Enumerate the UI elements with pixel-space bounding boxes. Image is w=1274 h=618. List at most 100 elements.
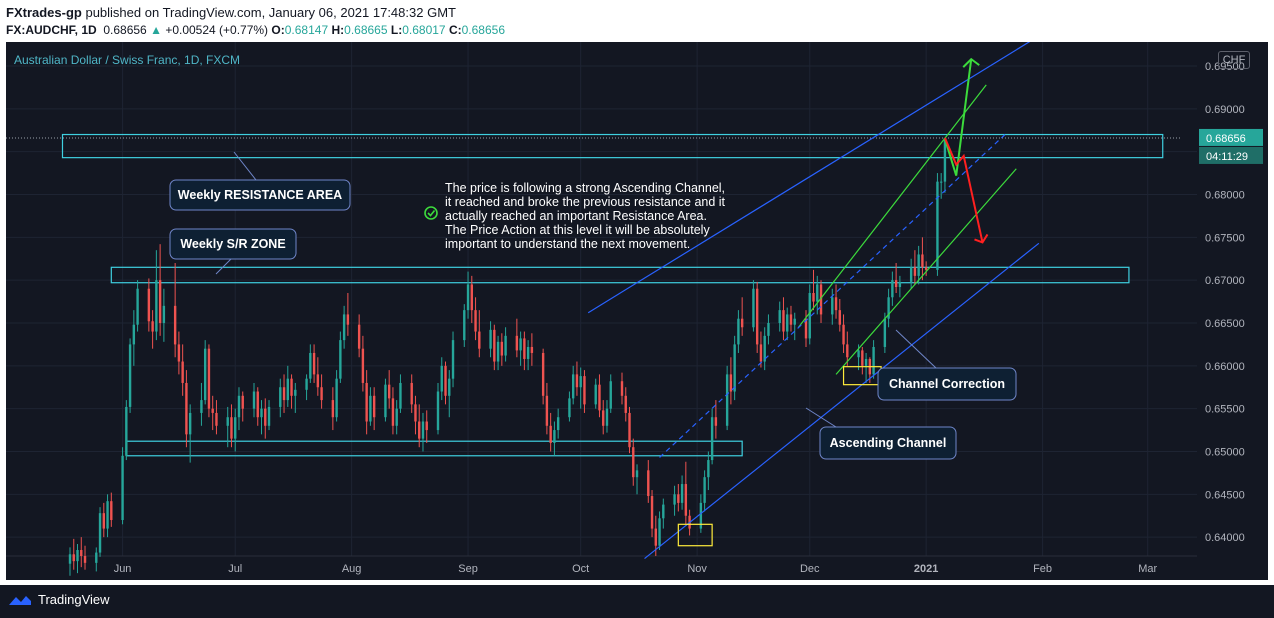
- open-value: 0.68147: [284, 23, 329, 37]
- candle-body: [237, 395, 241, 418]
- candle-body: [680, 484, 684, 503]
- candle-body: [575, 374, 579, 388]
- candle-body: [602, 410, 605, 426]
- check-circle-icon: [424, 206, 438, 220]
- sr_zone_label-text: Weekly S/R ZONE: [180, 237, 285, 251]
- chart-canvas[interactable]: Jun Jul Aug Sep Oct Nov Dec 2021 Feb Mar Weekly RE…: [6, 42, 1197, 580]
- candle-body: [909, 267, 913, 282]
- currency-label[interactable]: CHF: [1218, 51, 1250, 69]
- candle-body: [887, 297, 890, 319]
- time-tick-label: Dec: [800, 563, 820, 575]
- candle-body: [838, 310, 841, 325]
- candle-body: [628, 412, 631, 448]
- price-axis[interactable]: 0.64000 0.64500 0.65000 0.65500 0.66000 0.665…: [1197, 42, 1268, 580]
- candle-body: [861, 350, 864, 366]
- candle-body: [620, 381, 624, 396]
- ohlc-line: FX:AUDCHF, 1D 0.68656 ▲ +0.00524 (+0.77%…: [6, 23, 505, 37]
- high-label: H:: [331, 23, 345, 37]
- candle-body: [260, 408, 263, 418]
- price-tick-label: 0.64500: [1205, 489, 1245, 501]
- close-value: 0.68656: [461, 23, 506, 37]
- candle-body: [478, 331, 481, 349]
- arrow-down-icon: [974, 233, 989, 244]
- note-line: The price is following a strong Ascendin…: [445, 181, 725, 195]
- candle-body: [913, 267, 917, 276]
- candle-body: [714, 417, 718, 426]
- candle-body: [226, 417, 229, 426]
- time-tick-label: Nov: [687, 563, 707, 575]
- candle-body: [425, 421, 428, 431]
- candle-body: [290, 378, 293, 396]
- candle-body: [662, 504, 665, 519]
- high-value: 0.68665: [344, 23, 388, 37]
- candle-body: [939, 181, 943, 183]
- candle-body: [436, 391, 440, 431]
- candle-body: [898, 281, 902, 288]
- candle-body: [399, 382, 402, 409]
- price-tick-label: 0.64000: [1205, 532, 1245, 544]
- candle-body: [470, 284, 473, 311]
- candle-body: [451, 340, 455, 379]
- candle-body: [267, 406, 271, 426]
- candle-body: [523, 338, 526, 359]
- publisher-name[interactable]: FXtrades-gp: [6, 5, 82, 20]
- resistance_label-box: [169, 179, 351, 211]
- candle-body: [147, 288, 151, 322]
- candle-body: [230, 417, 233, 439]
- candle-body: [786, 314, 789, 332]
- candle-body: [568, 398, 571, 418]
- candle-body: [650, 496, 654, 529]
- tradingview-logo[interactable]: TradingView: [8, 592, 110, 607]
- note-line: actually reached an important Resistance…: [445, 209, 707, 223]
- candle-body: [188, 412, 192, 435]
- ascending_channel_label-pointer: [805, 407, 837, 428]
- ascending_channel_label-text: Ascending Channel: [830, 436, 947, 450]
- candle-body: [891, 280, 894, 298]
- candle-body: [72, 554, 75, 562]
- candle-body: [155, 280, 158, 332]
- candle-body: [440, 365, 443, 392]
- price-tick-label: 0.69000: [1205, 104, 1245, 116]
- candle-body: [410, 382, 413, 405]
- candle-body: [894, 280, 898, 288]
- candle-body: [553, 430, 556, 443]
- candle-body: [778, 310, 781, 323]
- candle-body: [707, 460, 710, 478]
- channel_correction_label-box: [877, 367, 1017, 401]
- candle-body: [215, 412, 218, 426]
- candle-body: [474, 310, 477, 332]
- check-mark-icon: [427, 210, 436, 217]
- candle-body: [541, 352, 545, 396]
- candle-body: [782, 310, 785, 332]
- candle-body: [136, 288, 139, 325]
- candle-body: [234, 417, 237, 439]
- candle-body: [68, 554, 72, 564]
- candle-body: [812, 293, 815, 302]
- candle-body: [264, 408, 267, 426]
- countdown-bg: [1199, 146, 1263, 164]
- publisher-line: FXtrades-gp published on TradingView.com…: [6, 5, 456, 20]
- candle-body: [282, 387, 286, 401]
- candle-body: [128, 344, 132, 407]
- chart-area[interactable]: Jun Jul Aug Sep Oct Nov Dec 2021 Feb Mar Weekly RE…: [6, 42, 1197, 580]
- candle-body: [755, 288, 759, 345]
- time-tick-label: Aug: [342, 563, 362, 575]
- candle-body: [387, 384, 391, 399]
- candle-body: [519, 338, 522, 351]
- time-tick-label: 2021: [914, 563, 938, 575]
- tradingview-brand: TradingView: [38, 592, 110, 607]
- candle-body: [872, 346, 875, 375]
- symbol-label: FX:AUDCHF, 1D: [6, 23, 97, 37]
- note-line: it reached and broke the previous resist…: [445, 195, 726, 209]
- candle-body: [733, 344, 736, 392]
- candle-body: [763, 335, 766, 362]
- published-text: published on TradingView.com, January 06…: [85, 5, 456, 20]
- ascending-channel-line: [644, 242, 1040, 560]
- candle-body: [699, 502, 703, 529]
- candle-body: [819, 284, 823, 315]
- candle-body: [98, 513, 102, 553]
- open-label: O:: [271, 23, 285, 37]
- sr-zone-box: [110, 266, 1130, 284]
- price-tick-label: 0.66500: [1205, 318, 1245, 330]
- candle-body: [391, 398, 395, 426]
